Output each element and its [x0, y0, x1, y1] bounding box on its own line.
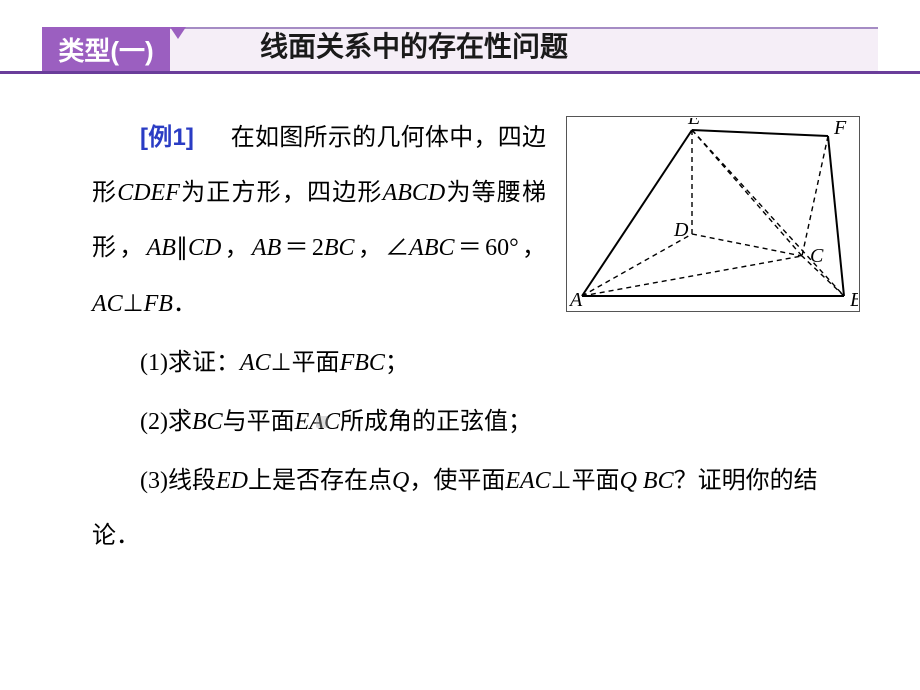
q3-prefix: (3)线段: [140, 468, 216, 494]
question-1: (1)求证：AC⊥平面FBC；: [92, 336, 860, 391]
parallel-symbol: ∥: [176, 235, 188, 261]
question-3: (3)线段ED上是否存在点Q，使平面EAC⊥平面Q BC？证明你的结论．: [92, 454, 860, 564]
q1-prefix: (1)求证：: [140, 350, 240, 376]
q2-mid: 与平面: [223, 409, 295, 435]
math-abc: ABC: [409, 235, 454, 261]
example-tag: [例1]: [140, 124, 194, 151]
eq-symbol: ＝: [281, 235, 312, 261]
notch-icon: [170, 27, 186, 39]
svg-text:E: E: [687, 118, 700, 129]
q3-mid1: 上是否存在点: [248, 468, 392, 494]
text: ，: [221, 235, 252, 261]
q3-ed: ED: [216, 468, 248, 494]
q2-tail: 所成角的正弦值；: [340, 409, 532, 435]
math-ab1: AB: [147, 235, 176, 261]
math-cd: CD: [188, 235, 221, 261]
svg-text:F: F: [833, 118, 847, 139]
q1-end: ；: [385, 350, 409, 376]
q3-mid2: ，使平面: [409, 468, 505, 494]
math-bc: BC: [324, 235, 355, 261]
q2-prefix: (2)求: [140, 409, 192, 435]
svg-text:A: A: [568, 289, 583, 310]
text: 2: [312, 235, 324, 261]
q3-q: Q: [392, 468, 409, 494]
math-abcd: ABCD: [383, 180, 446, 206]
q3-mid3: 平面: [572, 468, 620, 494]
q3-q2: Q: [620, 468, 637, 494]
q1-fbc: FBC: [340, 350, 385, 376]
angle-symbol: ∠: [385, 235, 409, 261]
text: ，: [355, 235, 386, 261]
perp-symbol: ⊥: [271, 350, 292, 376]
math-ab2: AB: [252, 235, 281, 261]
svg-text:C: C: [810, 245, 824, 267]
math-ac: AC: [92, 291, 123, 317]
text: 60°: [485, 235, 519, 261]
math-cdef: CDEF: [117, 180, 180, 206]
text: 为正方形，四边形: [180, 180, 383, 206]
perp-symbol: ⊥: [123, 291, 144, 317]
pager-icon: [316, 416, 328, 428]
text: ，: [519, 235, 546, 261]
header-bar: 类型(一) 线面关系中的存在性问题: [0, 0, 920, 74]
eq-symbol: ＝: [455, 235, 486, 261]
perp-symbol: ⊥: [551, 468, 572, 494]
q1-plane-word: 平面: [292, 350, 340, 376]
geometry-svg: A B C D E F: [568, 118, 858, 310]
content-area: ABCDEF [例1] 在如图所示的几何体中，四边形CDEF为正方形，四边形AB…: [0, 74, 920, 565]
section-title: 线面关系中的存在性问题: [260, 25, 568, 65]
svg-text:D: D: [673, 219, 689, 241]
q3-eac: EAC: [505, 468, 550, 494]
q1-ac: AC: [240, 350, 271, 376]
q3-bc: BC: [643, 468, 674, 494]
text: ．: [173, 291, 197, 317]
q2-bc: BC: [192, 409, 223, 435]
math-fb: FB: [144, 291, 173, 317]
svg-text:B: B: [850, 289, 858, 310]
section-type-label: 类型(一): [42, 27, 170, 71]
geometry-figure: A B C D E F: [566, 116, 860, 312]
question-2: (2)求BC与平面EAC所成角的正弦值；: [92, 395, 860, 450]
